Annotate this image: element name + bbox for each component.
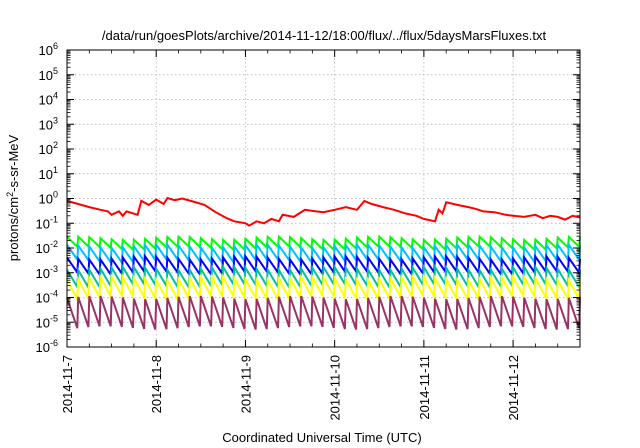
- series-line: [66, 196, 581, 227]
- y-tick-label-exponent: 1: [53, 165, 58, 175]
- y-tick-label-base: 10: [36, 216, 50, 231]
- x-tick-label: 2014-11-7: [60, 355, 75, 413]
- series-lines: [66, 196, 581, 330]
- y-tick-label-exponent: 6: [53, 41, 58, 51]
- x-tick-label: 2014-11-11: [417, 355, 432, 420]
- y-tick-label-base: 10: [39, 68, 53, 83]
- y-tick-label: 10-4: [36, 289, 58, 306]
- y-tick-label: 104: [39, 91, 58, 108]
- y-tick-label-exponent: -4: [50, 289, 58, 299]
- y-tick-label-exponent: -6: [50, 338, 58, 348]
- y-tick-label: 10-2: [36, 239, 58, 256]
- y-tick-label-base: 10: [39, 192, 53, 207]
- chart-title: /data/run/goesPlots/archive/2014-11-12/1…: [102, 28, 547, 43]
- y-axis-title-sup: 2: [5, 192, 15, 197]
- y-axis-title-main: protons/cm: [6, 197, 21, 261]
- y-tick-label: 106: [39, 41, 58, 58]
- x-axis-ticks: 2014-11-7 2014-11-8 2014-11-9 2014-11-10 201…: [60, 50, 559, 421]
- y-tick-label-base: 10: [39, 93, 53, 108]
- y-tick-label-exponent: 5: [53, 66, 58, 76]
- y-tick-label-exponent: 3: [53, 115, 58, 125]
- y-tick-label-base: 10: [39, 43, 53, 58]
- series-line: [66, 295, 581, 330]
- y-tick-label-exponent: -2: [50, 239, 58, 249]
- y-tick-label-base: 10: [39, 167, 53, 182]
- x-tick-label: 2014-11-12: [506, 355, 521, 421]
- series-line: [66, 272, 581, 303]
- y-tick-label-base: 10: [39, 142, 53, 157]
- y-tick-label: 100: [39, 190, 58, 207]
- y-tick-label-exponent: 0: [53, 190, 58, 200]
- y-tick-label-base: 10: [36, 266, 50, 281]
- y-tick-label-base: 10: [36, 340, 50, 355]
- y-axis-ticks: 10-610-510-410-310-210-11001011021031041…: [36, 41, 580, 355]
- y-tick-label-base: 10: [36, 241, 50, 256]
- y-tick-label-exponent: -5: [50, 313, 58, 323]
- y-tick-label: 105: [39, 66, 58, 83]
- y-tick-label-exponent: 4: [53, 91, 58, 101]
- y-tick-label-base: 10: [39, 117, 53, 132]
- y-tick-label-exponent: 2: [53, 140, 58, 150]
- x-axis-title: Coordinated Universal Time (UTC): [222, 430, 421, 445]
- y-tick-label: 10-6: [36, 338, 58, 355]
- y-tick-label: 101: [39, 165, 58, 182]
- x-tick-label: 2014-11-8: [149, 355, 164, 413]
- y-axis-title: protons/cm2-s-sr-MeV: [5, 134, 21, 261]
- y-tick-label-exponent: -1: [50, 214, 58, 224]
- y-axis-title-rest: -s-sr-MeV: [6, 134, 21, 191]
- x-tick-label: 2014-11-9: [238, 355, 253, 413]
- y-tick-label-base: 10: [36, 315, 50, 330]
- y-tick-label: 10-3: [36, 264, 58, 281]
- y-tick-label: 10-1: [36, 214, 58, 231]
- y-tick-label: 103: [39, 115, 58, 132]
- y-tick-label-base: 10: [36, 291, 50, 306]
- y-tick-label: 102: [39, 140, 58, 157]
- y-tick-label-exponent: -3: [50, 264, 58, 274]
- x-tick-label: 2014-11-10: [328, 355, 343, 421]
- y-tick-label: 10-5: [36, 313, 58, 330]
